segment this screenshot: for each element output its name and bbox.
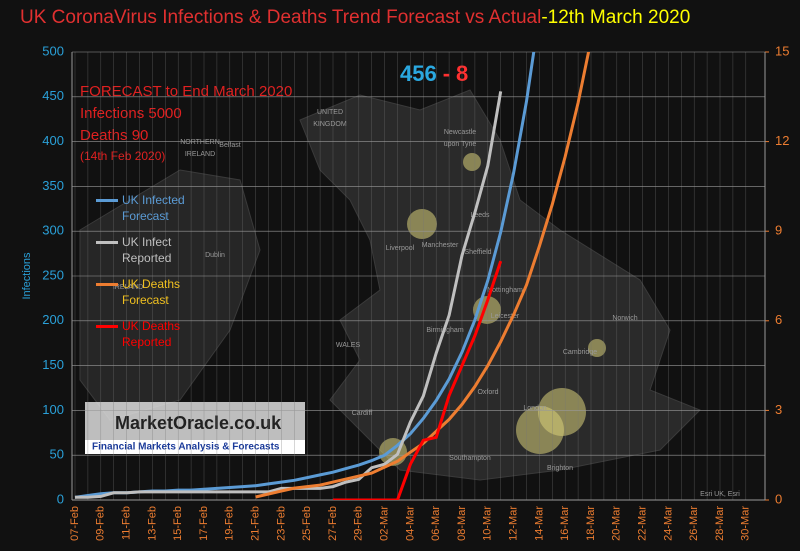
x-tick-label: 04-Mar xyxy=(404,506,416,541)
legend-swatch xyxy=(96,283,118,286)
land xyxy=(299,89,701,481)
bubble xyxy=(463,153,481,171)
y2-tick-label: 6 xyxy=(775,312,782,327)
map-label: NORTHERN xyxy=(180,139,220,146)
map-label: UNITED xyxy=(317,109,343,116)
y-tick-label: 500 xyxy=(42,43,64,58)
x-tick-label: 24-Mar xyxy=(662,506,674,541)
bubble xyxy=(516,406,564,454)
map-label: Liverpool xyxy=(386,245,415,252)
map-label: KINGDOM xyxy=(313,121,347,128)
annotation: Infections 5000 xyxy=(80,105,182,122)
title: UK CoronaVirus Infections & Deaths Trend… xyxy=(20,7,541,28)
map-label: Manchester xyxy=(422,242,459,249)
y2-tick-label: 0 xyxy=(775,491,782,506)
legend-swatch xyxy=(96,325,118,328)
legend-label: UK Deaths Reported xyxy=(122,319,181,349)
logo-name: MarketOracle.co.uk xyxy=(115,413,282,433)
map: UNITEDKINGDOMNORTHERNIRELANDBelfastIRELA… xyxy=(79,89,740,498)
series-line xyxy=(333,260,503,500)
x-tick-label: 27-Feb xyxy=(327,506,339,541)
legend-swatch xyxy=(96,199,118,202)
y-tick-label: 450 xyxy=(42,88,64,103)
headline-infections: 456 xyxy=(400,61,437,86)
map-label: IRELAND xyxy=(113,284,143,291)
annotation: Deaths 90 xyxy=(80,127,148,144)
logo-tagline: Financial Markets Analysis & Forecasts xyxy=(92,442,280,453)
legend-label: UK Infected Forecast xyxy=(122,193,185,223)
map-label: WALES xyxy=(336,342,361,349)
map-label: Southampton xyxy=(449,455,491,462)
y-tick-label: 100 xyxy=(42,402,64,417)
x-tick-label: 18-Mar xyxy=(585,506,597,541)
map-label: Brighton xyxy=(547,465,573,472)
x-tick-label: 14-Mar xyxy=(533,506,545,541)
x-tick-label: 10-Mar xyxy=(482,506,494,541)
x-tick-label: 16-Mar xyxy=(559,506,571,541)
map-label: upon Tyne xyxy=(444,141,477,148)
map-label: Nottingham xyxy=(487,287,523,294)
x-tick-label: 29-Feb xyxy=(353,506,365,541)
bubble xyxy=(407,209,437,239)
map-label: IRELAND xyxy=(185,151,215,158)
x-tick-label: 07-Feb xyxy=(69,506,81,541)
x-tick-label: 22-Mar xyxy=(637,506,649,541)
x-tick-label: 12-Mar xyxy=(508,506,520,541)
x-tick-label: 08-Mar xyxy=(456,506,468,541)
y-tick-label: 300 xyxy=(42,223,64,238)
map-label: Norwich xyxy=(612,315,637,322)
x-tick-label: 28-Mar xyxy=(714,506,726,541)
logo: MarketOracle.co.uk Financial Markets Ana… xyxy=(85,402,305,454)
headline: 456-8 xyxy=(400,61,468,86)
map-label: Leeds xyxy=(470,212,490,219)
annotation: (14th Feb 2020) xyxy=(80,149,165,163)
map-label: Leicester xyxy=(491,313,520,320)
x-tick-label: 26-Mar xyxy=(688,506,700,541)
x-tick-label: 30-Mar xyxy=(740,506,752,541)
x-tick-label: 21-Feb xyxy=(250,506,262,541)
legend-label: UK Deaths Forecast xyxy=(122,277,181,307)
logo-band xyxy=(85,440,305,454)
x-tick-label: 25-Feb xyxy=(301,506,313,541)
x-tick-label: 15-Feb xyxy=(172,506,184,541)
annotation: FORECAST to End March 2020 xyxy=(80,83,292,100)
x-tick-label: 20-Mar xyxy=(611,506,623,541)
y-tick-label: 0 xyxy=(57,491,64,506)
y2-tick-label: 9 xyxy=(775,223,782,238)
map-label: Cambridge xyxy=(563,349,597,356)
legend-swatch xyxy=(96,241,118,244)
y-tick-label: 400 xyxy=(42,133,64,148)
y-tick-label: 200 xyxy=(42,312,64,327)
title-date: -12th March 2020 xyxy=(541,7,690,28)
y-tick-label: 50 xyxy=(50,447,64,462)
x-tick-label: 13-Feb xyxy=(146,506,158,541)
y2-tick-label: 15 xyxy=(775,43,789,58)
x-tick-label: 19-Feb xyxy=(224,506,236,541)
y2-tick-label: 12 xyxy=(775,133,789,148)
x-tick-label: 02-Mar xyxy=(379,506,391,541)
x-tick-label: 17-Feb xyxy=(198,506,210,541)
map-label: Dublin xyxy=(205,252,225,259)
legend-label: UK Infect Reported xyxy=(122,235,172,265)
x-tick-label: 06-Mar xyxy=(430,506,442,541)
y-tick-label: 350 xyxy=(42,178,64,193)
headline-sep: - xyxy=(443,61,450,86)
y-axis-label: Infections xyxy=(21,252,33,300)
x-tick-label: 11-Feb xyxy=(121,506,133,540)
y-tick-label: 250 xyxy=(42,267,64,282)
map-label: Newcastle xyxy=(444,129,476,136)
y-tick-label: 150 xyxy=(42,357,64,372)
x-tick-label: 23-Feb xyxy=(275,506,287,541)
map-label: Cardiff xyxy=(352,410,373,417)
y2-tick-label: 3 xyxy=(775,402,782,417)
map-label: Sheffield xyxy=(464,249,491,256)
x-tick-label: 09-Feb xyxy=(95,506,107,541)
chart-title: UK CoronaVirus Infections & Deaths Trend… xyxy=(20,7,690,28)
bubble xyxy=(588,339,606,357)
map-label: London xyxy=(523,405,546,412)
